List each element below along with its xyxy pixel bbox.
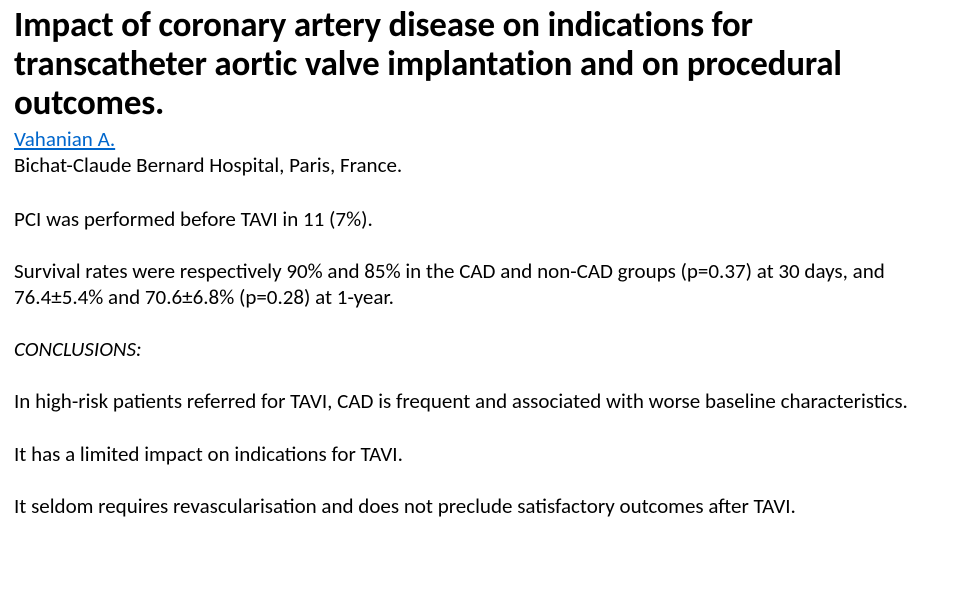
affiliation-text: Bichat-Claude Bernard Hospital, Paris, F… — [14, 152, 945, 178]
author-link[interactable]: Vahanian A. — [14, 126, 115, 152]
conclusions-heading: CONCLUSIONS: — [14, 336, 945, 362]
document-page: Impact of coronary artery disease on ind… — [0, 0, 959, 529]
author-block: Vahanian A. — [14, 126, 945, 152]
body-paragraph-5: It seldom requires revascularisation and… — [14, 493, 945, 519]
page-title: Impact of coronary artery disease on ind… — [14, 6, 945, 124]
body-paragraph-3: In high-risk patients referred for TAVI,… — [14, 388, 945, 414]
body-paragraph-2: Survival rates were respectively 90% and… — [14, 258, 945, 311]
body-paragraph-1: PCI was performed before TAVI in 11 (7%)… — [14, 206, 945, 232]
body-paragraph-4: It has a limited impact on indications f… — [14, 441, 945, 467]
